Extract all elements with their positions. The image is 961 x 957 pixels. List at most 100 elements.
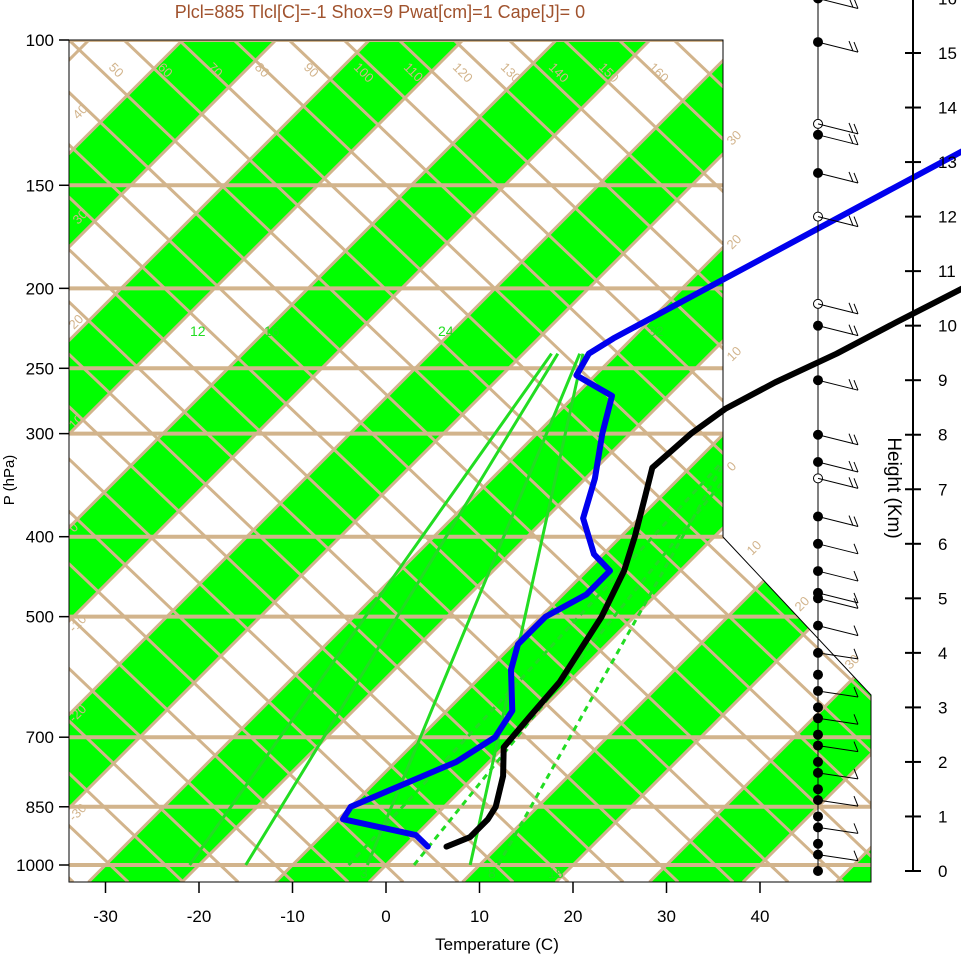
wind-barb: [817, 123, 859, 135]
wind-barb-feather: [853, 543, 859, 554]
dry-adiabat: [69, 40, 405, 882]
temperature-band: [462, 40, 871, 882]
dewpoint-line: [340, 148, 961, 850]
y-tick-label: 250: [26, 359, 54, 378]
wind-barb-feather: [853, 570, 859, 582]
wind-barb-feather: [848, 324, 854, 335]
wind-level-marker: [813, 669, 823, 680]
wind-barb-feather: [853, 741, 859, 752]
mixing-ratio-line: [188, 352, 553, 866]
mixing-ratio-label: 24: [438, 323, 454, 339]
mixing-ratio-label: 12: [190, 323, 206, 339]
y-tick-label: 100: [26, 31, 54, 50]
wind-barb: [817, 41, 859, 53]
dry-adiabat: [69, 40, 295, 882]
dry-adiabat: [69, 40, 570, 882]
isotherm: [69, 40, 652, 882]
wind-barb-feather: [853, 686, 859, 698]
height-axis-label: Height (Km): [883, 437, 904, 538]
wind-barb: [817, 543, 859, 555]
isotherm: [69, 40, 839, 882]
wind-barb: [817, 690, 859, 698]
dry-adiabat: [69, 40, 871, 882]
wind-barb-feather: [853, 795, 859, 807]
temperature-band: [69, 40, 837, 882]
height-tick-label: 1: [938, 807, 947, 826]
y-tick-label: 700: [26, 728, 54, 747]
height-tick-label: 7: [938, 480, 947, 499]
isotherm: [648, 40, 871, 882]
wind-barb-feather: [853, 434, 859, 445]
mixing-ratio-line: [496, 352, 787, 866]
wind-barb-feather: [853, 172, 859, 184]
height-tick-label: 3: [938, 698, 947, 717]
y-tick-label: 850: [26, 798, 54, 817]
isotherm: [69, 40, 278, 882]
mixing-ratio-lines: [188, 352, 827, 867]
wind-barb: [817, 379, 859, 391]
dry-adiabat: [69, 40, 845, 882]
wind-barb-feather: [853, 592, 859, 604]
wind-level-marker: [813, 784, 823, 795]
dry-adiabat: [69, 40, 515, 882]
wind-barb-feather: [848, 477, 854, 488]
wind-barb: [817, 477, 859, 489]
mixing-ratio-label: 8: [488, 865, 496, 881]
wind-barb: [817, 434, 859, 446]
wind-barb: [817, 652, 859, 660]
height-tick-label: 13: [938, 153, 957, 172]
wind-barb-feather: [853, 598, 859, 609]
mixing-ratio-label: 32: [648, 323, 664, 339]
chart-title: Plcl=885 Tlcl[C]=-1 Shox=9 Pwat[cm]=1 Ca…: [175, 2, 585, 22]
wind-level-marker: [813, 811, 823, 822]
temperature-line: [443, 285, 961, 850]
isotherm-label: 90: [301, 60, 322, 81]
wind-barb-feather: [853, 216, 859, 227]
wind-barb-feather: [853, 303, 859, 315]
isotherm-label: 120: [450, 60, 476, 86]
height-tick-label: 14: [938, 99, 957, 118]
wind-barb-feather: [853, 134, 859, 145]
height-tick-label: 10: [938, 317, 957, 336]
wind-barb: [817, 597, 859, 609]
wind-barb: [817, 570, 859, 582]
wind-barb: [817, 826, 859, 834]
y-tick-label: 150: [26, 176, 54, 195]
dry-adiabat: [69, 40, 460, 882]
x-tick-label: -30: [93, 907, 118, 926]
wind-barb: [817, 745, 859, 753]
isotherm-label: 160: [646, 60, 672, 86]
mixing-ratio-line: [365, 353, 582, 866]
isotherm: [69, 40, 558, 882]
y-tick-label: 400: [26, 528, 54, 547]
wind-barb-feather: [853, 123, 859, 135]
wind-barb-feather: [848, 515, 854, 526]
wind-barb-feather: [853, 625, 859, 636]
mixing-ratio-line: [347, 352, 824, 867]
wind-barb-feather: [848, 215, 854, 226]
dry-adiabat: [562, 40, 871, 882]
wind-barb: [817, 461, 859, 473]
isotherm: [69, 40, 465, 882]
dry-adiabat: [69, 40, 680, 882]
adiabat-label: 30: [842, 651, 863, 672]
isotherm: [69, 40, 371, 882]
y-tick-label: 500: [26, 608, 54, 627]
y-tick-label: 1000: [16, 856, 54, 875]
dry-adiabat: [69, 40, 240, 882]
sounding-profiles: [340, 148, 961, 850]
mixing-ratio-label: 3: [360, 865, 368, 881]
height-tick-label: 4: [938, 644, 947, 663]
wind-barb: [817, 216, 859, 228]
wind-barb-feather: [853, 850, 859, 861]
x-axis: -30 -20 -10 0 10 20 30 40: [93, 882, 769, 926]
x-tick-label: 20: [564, 907, 583, 926]
x-tick-label: -20: [187, 907, 212, 926]
x-tick-label: 30: [657, 907, 676, 926]
wind-barb-feather: [848, 133, 854, 144]
y-tick-label: 200: [26, 279, 54, 298]
wind-barb-feather: [848, 122, 854, 134]
dry-adiabat: [177, 40, 871, 882]
dry-adiabat: [122, 40, 871, 882]
wind-barb: [817, 303, 859, 315]
